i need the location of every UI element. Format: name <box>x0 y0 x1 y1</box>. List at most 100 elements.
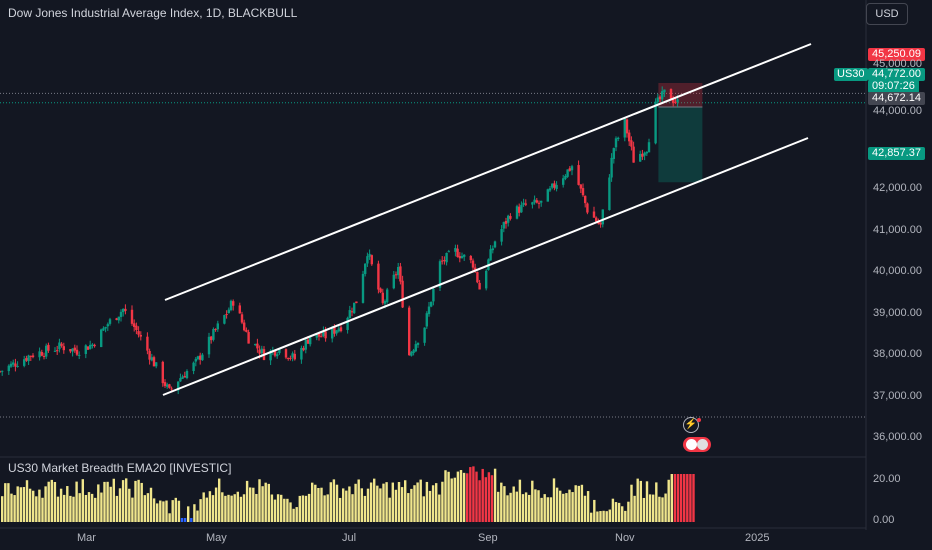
breadth-bar <box>419 479 422 522</box>
candle-body <box>0 371 2 373</box>
entry-tag: 44,672.14 <box>868 92 925 105</box>
breadth-bar <box>428 490 432 522</box>
candle-body <box>551 183 554 188</box>
stop-loss-tag: 45,250.09 <box>868 48 925 61</box>
breadth-bar <box>580 484 584 522</box>
candle-body <box>401 280 404 308</box>
currency-button[interactable]: USD <box>866 3 908 25</box>
breadth-bar <box>410 488 413 522</box>
breadth-bar <box>605 511 608 522</box>
candle-body <box>124 308 127 311</box>
breadth-bar <box>385 482 388 522</box>
breadth-bar <box>608 509 611 522</box>
candle-body <box>247 331 250 344</box>
breadth-bar <box>75 481 78 522</box>
breadth-bar <box>335 484 339 522</box>
channel-upper-line[interactable] <box>164 43 812 301</box>
breadth-bar <box>466 473 469 522</box>
candle-body <box>320 336 323 338</box>
candle-body <box>137 331 140 335</box>
breadth-bars <box>1 466 695 522</box>
breadth-bar <box>84 494 88 522</box>
breadth-bar <box>686 474 689 522</box>
candle-body <box>273 350 277 356</box>
breadth-bar <box>156 503 159 522</box>
breadth-bar <box>47 481 50 522</box>
candle-body <box>661 91 664 100</box>
breadth-bar <box>242 494 246 522</box>
breadth-bar <box>280 494 283 522</box>
candle-body <box>69 349 72 352</box>
time-label: Nov <box>615 532 635 544</box>
candle-body <box>130 309 134 324</box>
candle-body <box>537 202 541 204</box>
candle-body <box>570 166 574 171</box>
candle-body <box>9 363 13 367</box>
breadth-bar <box>540 497 543 522</box>
breadth-bar <box>202 492 205 522</box>
breadth-bar <box>128 488 131 522</box>
candle-body <box>304 339 307 350</box>
breadth-bar <box>543 494 546 522</box>
breadth-bar <box>534 489 537 522</box>
breadth-bar <box>524 492 528 522</box>
breadth-tick: 20.00 <box>873 473 901 485</box>
candle-body <box>364 263 367 274</box>
breadth-bar <box>469 467 472 522</box>
breadth-bar <box>326 494 329 522</box>
take-profit-zone[interactable] <box>658 106 703 183</box>
candle-body <box>669 88 673 101</box>
breadth-bar <box>286 498 289 522</box>
candle-body <box>553 183 556 188</box>
breadth-bar <box>602 510 605 522</box>
candle-body <box>447 251 450 253</box>
breadth-bar <box>577 485 580 522</box>
candle-body <box>56 350 59 352</box>
breadth-bar <box>90 493 94 522</box>
time-label: Sep <box>478 532 498 544</box>
breadth-bar <box>261 486 264 522</box>
candle-body <box>185 371 189 379</box>
candle-body <box>177 381 180 391</box>
candle-body <box>581 188 585 196</box>
candle-body <box>658 96 662 100</box>
candle-body <box>339 327 343 332</box>
breadth-bar <box>196 510 199 522</box>
candle-body <box>291 353 294 358</box>
candle-body <box>476 272 479 283</box>
candle-body <box>454 247 457 252</box>
take-profit-tag: 42,857.37 <box>868 147 925 160</box>
channel-lower-line[interactable] <box>162 137 809 396</box>
candle-body <box>394 274 398 276</box>
breadth-bar <box>221 492 224 522</box>
breadth-bar <box>38 489 41 522</box>
candle-body <box>441 260 444 262</box>
breadth-bar <box>66 486 69 522</box>
breadth-bar <box>81 479 84 522</box>
candle-body <box>493 241 497 248</box>
breadth-bar <box>354 483 357 522</box>
candle-body <box>227 309 230 314</box>
candle-body <box>106 324 109 327</box>
us-flag-icon[interactable] <box>683 437 711 452</box>
candle-body <box>196 356 200 360</box>
candle-body <box>14 363 17 367</box>
breadth-bar <box>617 502 621 522</box>
breadth-bar <box>493 468 497 522</box>
breadth-bar <box>518 479 522 522</box>
candle-body <box>630 140 633 147</box>
candle-body <box>562 178 565 185</box>
candle-body <box>148 350 151 360</box>
candle-body <box>348 310 351 319</box>
breadth-bar <box>304 495 308 522</box>
breadth-bar <box>183 518 187 522</box>
candle-body <box>25 358 28 361</box>
time-label: Mar <box>77 532 96 544</box>
candle-body <box>579 184 582 189</box>
breadth-bar <box>382 483 385 522</box>
breadth-bar <box>109 486 112 522</box>
candle-body <box>504 220 508 224</box>
lightning-icon[interactable]: ⚡ <box>683 417 699 433</box>
candle-body <box>168 384 171 388</box>
